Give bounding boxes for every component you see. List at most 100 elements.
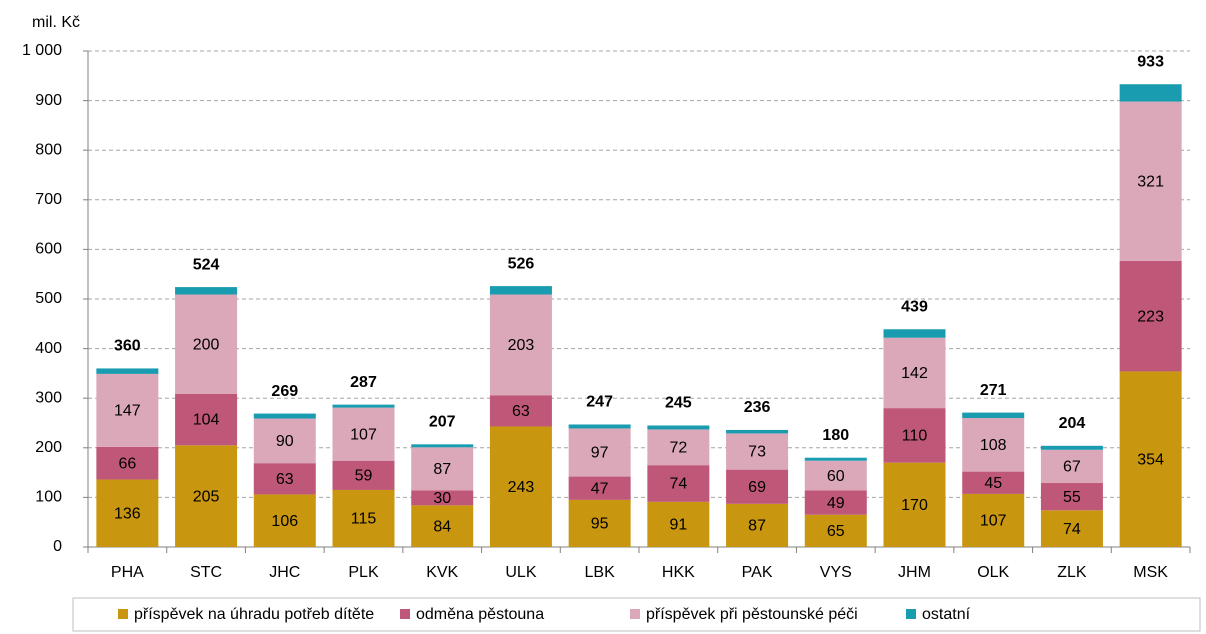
- bar-segment: [647, 429, 710, 466]
- x-tick-label: PAK: [742, 564, 773, 581]
- bar-segment: [489, 286, 552, 295]
- legend-label: příspěvek na úhradu potřeb dítěte: [134, 606, 374, 623]
- x-tick-label: STC: [190, 564, 222, 581]
- bar-segment: [175, 393, 238, 446]
- bar-segment: [411, 447, 474, 491]
- data-label: 200: [193, 336, 220, 353]
- data-label: 73: [748, 444, 766, 461]
- bar-segment: [883, 337, 946, 409]
- x-tick-label: JHC: [269, 564, 300, 581]
- bar-segment: [568, 476, 631, 500]
- x-tick-label: OLK: [977, 564, 1009, 581]
- bar-segment: [332, 460, 395, 490]
- total-label: 245: [665, 395, 692, 412]
- bar-segment: [962, 418, 1025, 472]
- bar-segment: [96, 446, 159, 480]
- y-axis-label: mil. Kč: [32, 14, 80, 31]
- legend-swatch: [906, 609, 916, 619]
- total-label: 180: [822, 427, 849, 444]
- bar-segment: [962, 471, 1025, 494]
- bar-segment: [253, 463, 316, 495]
- y-tick-label: 400: [35, 340, 62, 357]
- bar-segment: [332, 404, 395, 408]
- bar-segment: [96, 479, 159, 547]
- bar-segment: [96, 373, 159, 447]
- data-label: 243: [508, 479, 535, 496]
- bar-segment: [1119, 101, 1182, 261]
- data-label: 115: [351, 511, 377, 528]
- data-label: 321: [1137, 173, 1164, 190]
- y-tick-label: 600: [35, 241, 62, 258]
- bar-segment: [647, 465, 710, 502]
- data-label: 142: [901, 365, 928, 382]
- x-tick-label: ULK: [505, 564, 536, 581]
- bar-segment: [489, 395, 552, 427]
- bar-segment: [1119, 260, 1182, 372]
- data-label: 72: [669, 440, 687, 457]
- x-tick-label: MSK: [1133, 564, 1168, 581]
- data-label: 87: [433, 461, 451, 478]
- bar-segment: [804, 457, 867, 461]
- total-label: 247: [586, 394, 613, 411]
- bar-segment: [726, 469, 789, 504]
- bar-segment: [1119, 84, 1182, 102]
- y-tick-label: 800: [35, 141, 62, 158]
- bar-segment: [883, 462, 946, 547]
- bar-segment: [883, 329, 946, 338]
- bar-segment: [804, 490, 867, 515]
- data-label: 63: [276, 471, 294, 488]
- total-label: 439: [901, 298, 928, 315]
- data-label: 47: [591, 480, 609, 497]
- x-tick-label: LBK: [585, 564, 616, 581]
- x-tick-label: VYS: [820, 564, 852, 581]
- data-label: 84: [433, 518, 451, 535]
- total-label: 360: [114, 338, 141, 355]
- data-label: 55: [1063, 489, 1081, 506]
- bar-segment: [883, 408, 946, 463]
- y-tick-label: 1 000: [22, 42, 62, 59]
- bar-segment: [647, 425, 710, 430]
- data-label: 95: [591, 516, 609, 533]
- data-label: 74: [669, 476, 687, 493]
- total-label: 269: [271, 383, 298, 400]
- data-label: 67: [1063, 459, 1081, 476]
- total-label: 287: [350, 374, 377, 391]
- data-label: 205: [193, 488, 220, 505]
- bar-segment: [253, 413, 316, 419]
- bar-segment: [568, 424, 631, 429]
- data-label: 136: [114, 505, 141, 522]
- total-label: 933: [1137, 53, 1164, 70]
- bar-segment: [332, 407, 395, 461]
- bar-segment: [489, 426, 552, 547]
- bar-segment: [568, 499, 631, 547]
- y-tick-label: 900: [35, 92, 62, 109]
- y-tick-label: 300: [35, 389, 62, 406]
- data-label: 107: [350, 426, 377, 443]
- bar-segment: [804, 460, 867, 491]
- x-tick-label: HKK: [662, 564, 695, 581]
- legend-label: ostatní: [922, 606, 971, 623]
- bar-segment: [726, 503, 789, 547]
- legend-box: [72, 597, 1201, 632]
- bar-segment: [489, 294, 552, 396]
- legend-swatch: [400, 609, 410, 619]
- bar-segment: [1119, 371, 1182, 547]
- bar-segment: [1040, 449, 1103, 484]
- bar-segment: [411, 505, 474, 547]
- data-label: 87: [748, 518, 766, 535]
- x-tick-label: PHA: [111, 564, 144, 581]
- data-label: 91: [669, 517, 687, 534]
- y-tick-label: 0: [53, 538, 62, 555]
- data-label: 74: [1063, 521, 1081, 538]
- bar-segment: [568, 428, 631, 477]
- y-tick-label: 500: [35, 290, 62, 307]
- data-label: 170: [901, 497, 928, 514]
- bar-segment: [804, 514, 867, 547]
- data-label: 65: [827, 523, 845, 540]
- data-label: 223: [1137, 308, 1164, 325]
- total-label: 526: [508, 255, 535, 272]
- total-label: 207: [429, 414, 456, 431]
- data-label: 104: [193, 412, 220, 429]
- bar-segment: [962, 493, 1025, 547]
